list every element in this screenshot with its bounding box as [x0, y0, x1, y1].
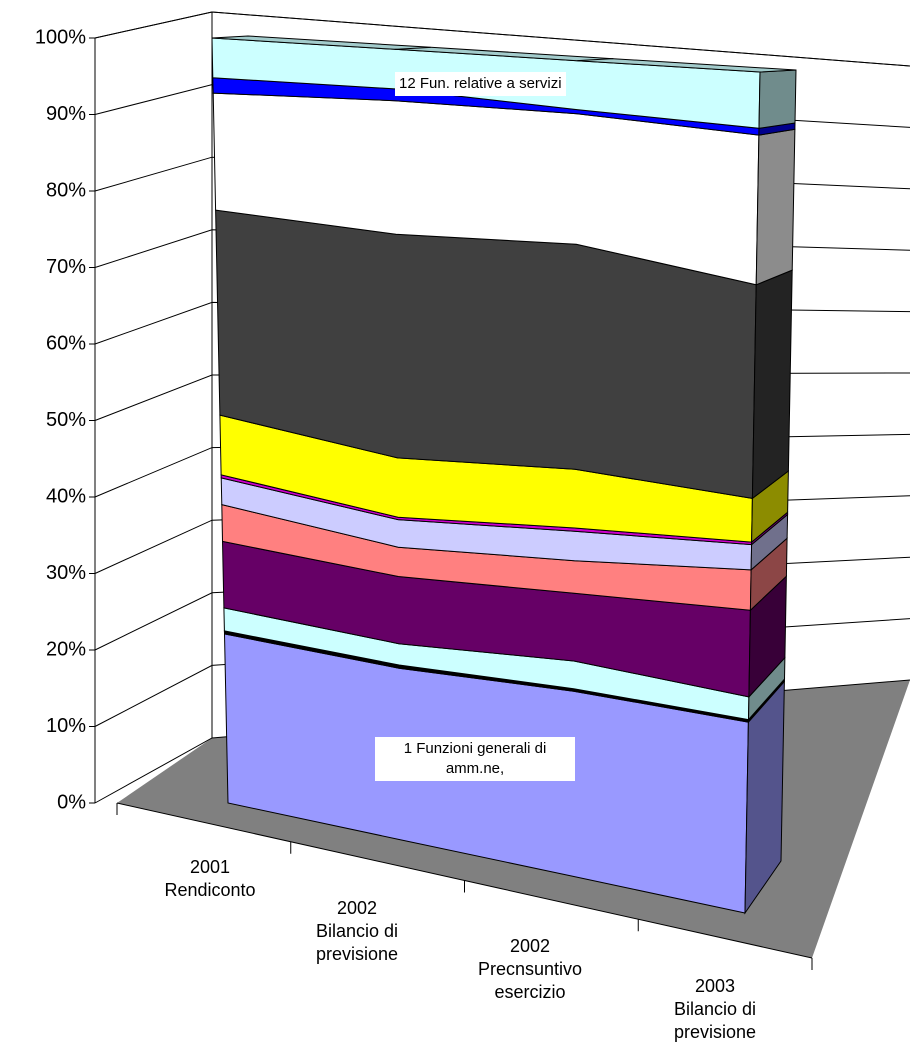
y-tick-label: 20%	[46, 638, 86, 660]
area-side	[758, 69, 797, 129]
y-tick-label: 70%	[46, 256, 86, 278]
y-tick-label: 90%	[46, 103, 86, 125]
data-label: 12 Fun. relative a servizi	[395, 72, 566, 96]
y-tick-label: 30%	[46, 562, 86, 584]
y-tick-label: 100%	[35, 26, 86, 48]
area-side	[751, 269, 793, 500]
x-tick-label: 2001 Rendiconto	[164, 857, 256, 900]
y-tick-label: 10%	[46, 715, 86, 737]
x-tick-label: 2002 Bilancio di previsione	[315, 898, 399, 964]
top-divider	[394, 46, 431, 50]
y-tick-label: 80%	[46, 179, 86, 201]
y-tick-label: 60%	[46, 332, 86, 354]
y-tick-label: 40%	[46, 485, 86, 507]
area-top	[211, 35, 797, 73]
grid-line	[94, 11, 910, 67]
area-side	[755, 128, 796, 286]
top-divider	[577, 58, 614, 62]
x-tick-label: 2003 Bilancio di previsione	[673, 976, 757, 1042]
y-tick-label: 0%	[57, 791, 86, 813]
x-tick-label: 2002 Precnsuntivo esercizio	[477, 936, 583, 1002]
y-tick-label: 50%	[46, 409, 86, 431]
data-label: 1 Funzioni generali di amm.ne,	[375, 737, 575, 781]
